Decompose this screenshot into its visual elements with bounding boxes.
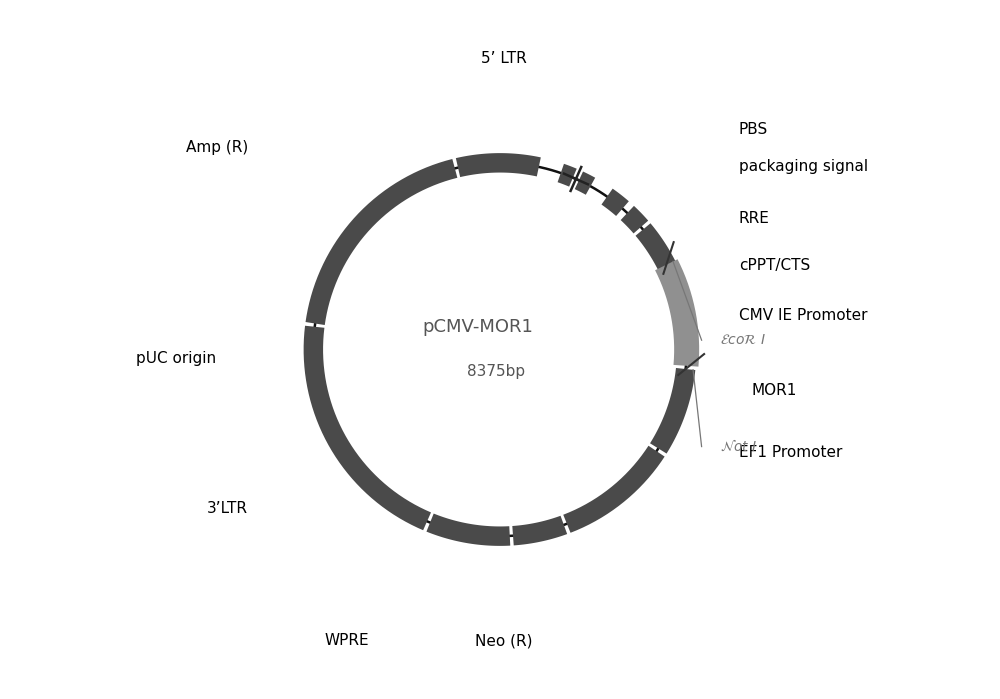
Text: MOR1: MOR1: [752, 383, 797, 398]
Text: pCMV-MOR1: pCMV-MOR1: [422, 318, 533, 336]
Text: $\mathcal{E}$co$\mathcal{R}$ I: $\mathcal{E}$co$\mathcal{R}$ I: [720, 333, 766, 347]
Text: cPPT/CTS: cPPT/CTS: [739, 258, 810, 273]
Text: 5’ LTR: 5’ LTR: [481, 51, 527, 66]
Text: $\mathcal{N}$ot I: $\mathcal{N}$ot I: [720, 439, 758, 454]
Text: Neo (R): Neo (R): [475, 633, 532, 648]
Text: Amp (R): Amp (R): [186, 140, 248, 155]
Text: RRE: RRE: [739, 211, 770, 226]
Text: 3’LTR: 3’LTR: [207, 500, 248, 516]
Text: EF1 Promoter: EF1 Promoter: [739, 445, 842, 460]
Text: WPRE: WPRE: [325, 633, 369, 648]
Text: pUC origin: pUC origin: [136, 352, 216, 366]
Text: CMV IE Promoter: CMV IE Promoter: [739, 308, 867, 324]
Text: PBS: PBS: [739, 122, 768, 137]
Text: packaging signal: packaging signal: [739, 159, 868, 174]
Text: 8375bp: 8375bp: [467, 364, 525, 380]
